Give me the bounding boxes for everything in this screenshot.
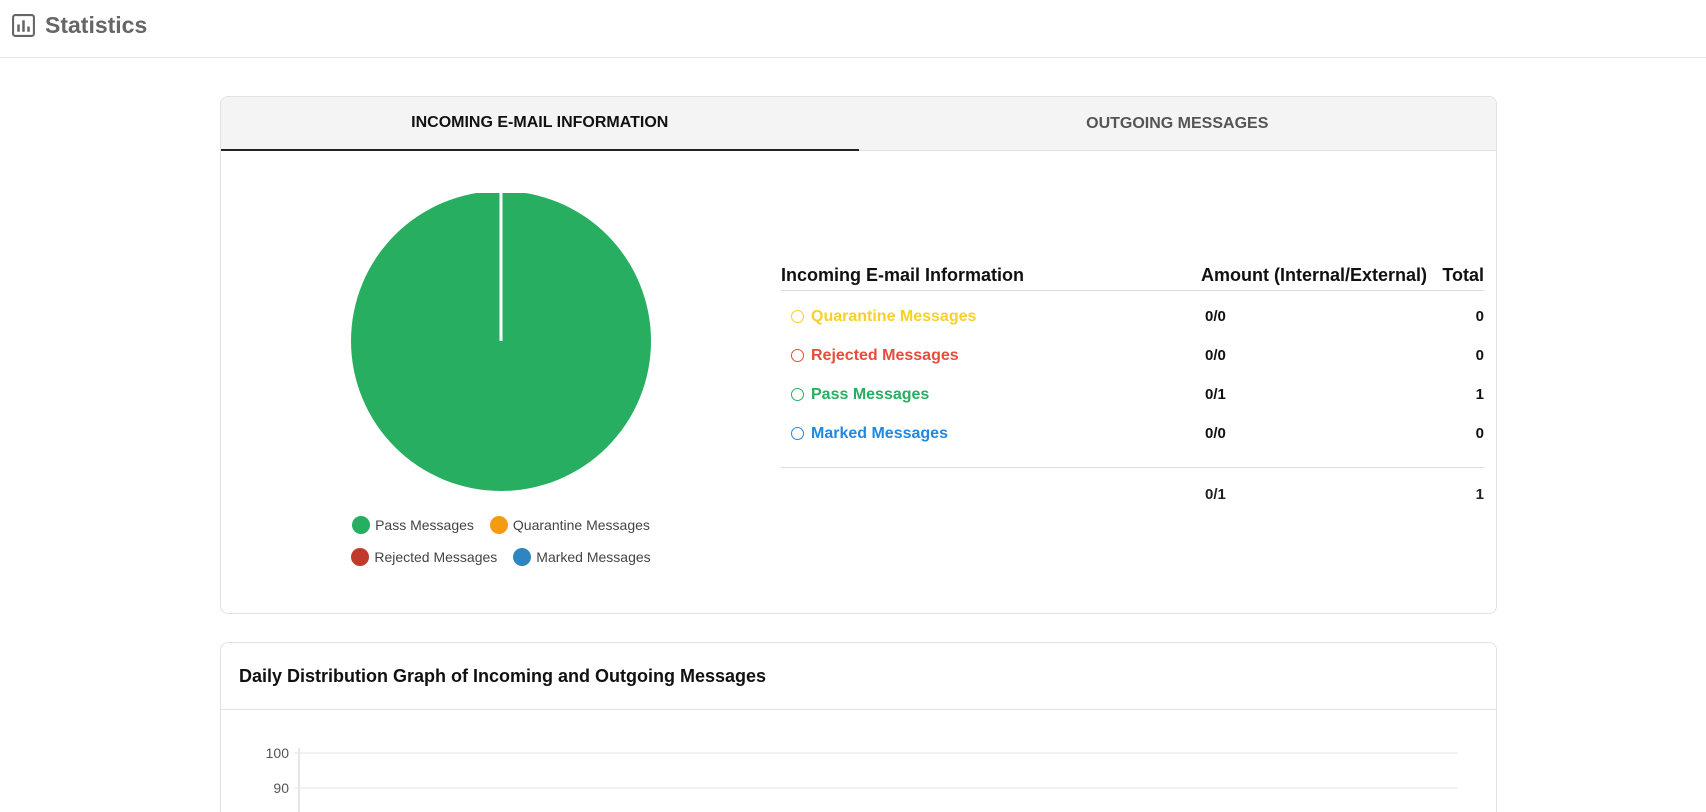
tab-outgoing-messages[interactable]: OUTGOING MESSAGES <box>1086 115 1269 132</box>
legend-label-marked: Marked Messages <box>536 549 651 565</box>
circle-outline-icon <box>791 349 804 362</box>
table-row: Pass Messages 0/1 1 <box>781 375 1484 414</box>
circle-outline-icon <box>791 310 804 323</box>
graph-header: Daily Distribution Graph of Incoming and… <box>221 643 1496 710</box>
header-total: Total <box>1442 265 1484 285</box>
table-total-row: 0/1 1 <box>781 468 1484 520</box>
legend-dot-marked <box>513 548 532 566</box>
legend-label-rejected: Rejected Messages <box>374 549 498 565</box>
legend-dot-quarantine <box>489 516 508 534</box>
legend-item-marked[interactable]: Marked Messages <box>513 548 651 566</box>
pie-slice-pass-messages[interactable] <box>351 193 651 491</box>
row-amount: 0/1 <box>1205 386 1226 403</box>
row-total: 0 <box>1475 347 1484 364</box>
tab-incoming-email-information[interactable]: INCOMING E-MAIL INFORMATION <box>221 97 859 151</box>
table-row: Quarantine Messages 0/0 0 <box>781 297 1484 336</box>
y-tick-label: 90 <box>273 780 289 796</box>
legend-dot-pass <box>352 516 371 534</box>
title-wrap: Statistics <box>11 12 147 39</box>
circle-outline-icon <box>791 427 804 440</box>
legend-item-rejected[interactable]: Rejected Messages <box>351 548 497 566</box>
table-header: Incoming E-mail Information Amount (Inte… <box>781 265 1484 291</box>
row-label-rejected[interactable]: Rejected Messages <box>781 347 1201 365</box>
pie-chart <box>341 193 661 503</box>
row-label-text: Quarantine Messages <box>811 307 977 325</box>
pie-chart-svg <box>351 193 651 491</box>
row-label-marked[interactable]: Marked Messages <box>781 425 1201 443</box>
graph-title: Daily Distribution Graph of Incoming and… <box>239 665 767 686</box>
daily-distribution-graph: 100 90 <box>266 745 1458 812</box>
header-amount: Amount (Internal/External) <box>1201 265 1428 285</box>
row-label-text: Rejected Messages <box>811 346 959 364</box>
total-amount: 0/1 <box>1205 485 1226 503</box>
total-value: 1 <box>1475 485 1484 503</box>
legend-item-pass[interactable]: Pass Messages <box>352 516 474 534</box>
row-total: 0 <box>1475 308 1484 325</box>
row-amount: 0/0 <box>1205 347 1226 364</box>
tab-bar: INCOMING E-MAIL INFORMATION OUTGOING MES… <box>221 97 1496 151</box>
circle-outline-icon <box>791 388 804 401</box>
table-body: Quarantine Messages 0/0 0 Rejected Messa… <box>781 291 1484 468</box>
pie-legend: Pass Messages Quarantine Messages Reject… <box>321 509 681 573</box>
header-name: Incoming E-mail Information <box>781 265 1025 285</box>
table-row: Marked Messages 0/0 0 <box>781 414 1484 453</box>
row-total: 0 <box>1475 425 1484 442</box>
table-row: Rejected Messages 0/0 0 <box>781 336 1484 375</box>
legend-label-pass: Pass Messages <box>375 517 474 533</box>
legend-row-2: Rejected Messages Marked Messages <box>321 541 681 573</box>
row-label-pass[interactable]: Pass Messages <box>781 386 1201 404</box>
row-label-text: Pass Messages <box>811 385 930 403</box>
top-bar: Statistics <box>0 0 1706 58</box>
legend-dot-rejected <box>351 548 370 566</box>
page-title: Statistics <box>45 12 148 38</box>
legend-label-quarantine: Quarantine Messages <box>512 517 650 533</box>
legend-row-1: Pass Messages Quarantine Messages <box>321 509 681 541</box>
row-label-quarantine[interactable]: Quarantine Messages <box>781 308 1201 326</box>
statistics-card: INCOMING E-MAIL INFORMATION OUTGOING MES… <box>220 96 1497 614</box>
daily-distribution-card: Daily Distribution Graph of Incoming and… <box>220 642 1497 812</box>
row-amount: 0/0 <box>1205 308 1226 325</box>
row-total: 1 <box>1475 386 1484 403</box>
incoming-info-table: Incoming E-mail Information Amount (Inte… <box>781 265 1484 520</box>
row-amount: 0/0 <box>1205 425 1226 442</box>
y-tick-label: 100 <box>266 745 290 761</box>
bar-chart-icon <box>12 14 35 37</box>
legend-item-quarantine[interactable]: Quarantine Messages <box>489 516 650 534</box>
row-label-text: Marked Messages <box>811 424 948 442</box>
